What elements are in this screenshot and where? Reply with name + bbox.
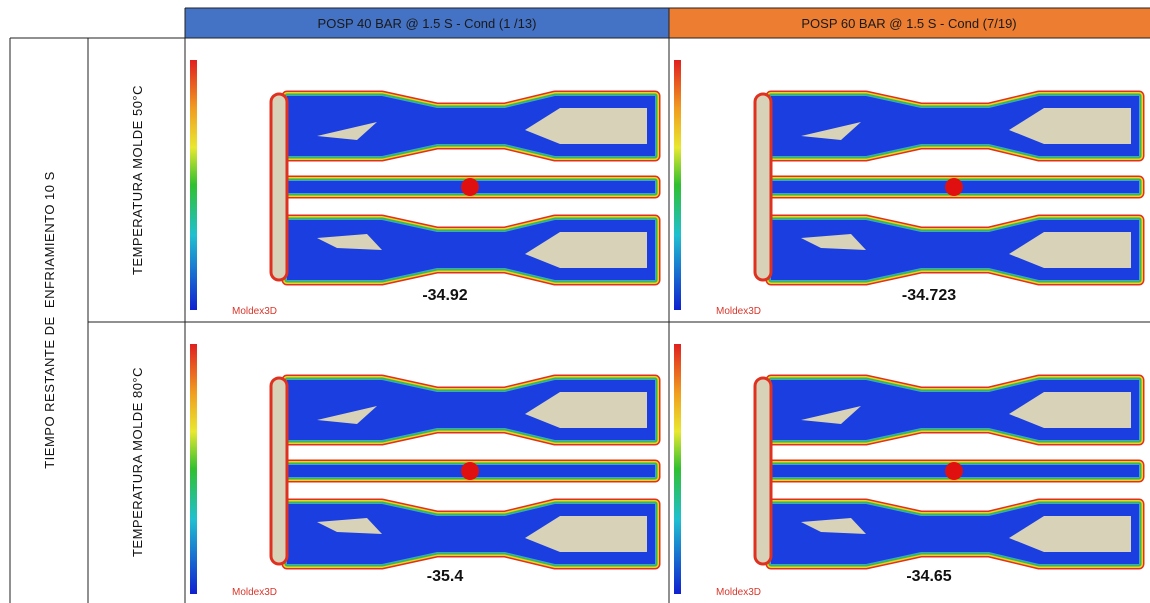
part-core <box>1009 516 1131 552</box>
simulation-panel: -35.4 Moldex3D <box>190 344 661 598</box>
result-value: -35.4 <box>427 568 464 585</box>
part-core <box>525 108 647 144</box>
simulation-panel: -34.65 Moldex3D <box>674 344 1145 598</box>
color-bar <box>190 60 197 310</box>
part-core <box>1009 392 1131 428</box>
injection-point <box>461 462 479 480</box>
result-value: -34.65 <box>906 568 951 585</box>
simulation-panel: -34.723 Moldex3D <box>674 60 1145 317</box>
color-bar <box>674 344 681 594</box>
gate <box>269 92 289 282</box>
gate <box>269 376 289 566</box>
result-value: -34.723 <box>902 287 956 304</box>
part-core <box>317 518 382 534</box>
logo: Moldex3D <box>716 306 761 317</box>
part-core <box>801 234 866 250</box>
logo: Moldex3D <box>716 587 761 598</box>
injection-point <box>945 178 963 196</box>
part-core <box>525 516 647 552</box>
part-core <box>1009 232 1131 268</box>
part-core <box>801 122 861 140</box>
group-label: TIEMPO RESTANTE DE ENFRIAMIENTO 10 S <box>42 171 57 469</box>
result-value: -34.92 <box>422 287 467 304</box>
part-core <box>1009 108 1131 144</box>
injection-point <box>945 462 963 480</box>
part-core <box>525 392 647 428</box>
gate <box>753 92 773 282</box>
row-label: TEMPERATURA MOLDE 50°C <box>130 85 145 275</box>
column-header: POSP 60 BAR @ 1.5 S - Cond (7/19) <box>801 16 1016 31</box>
header-cell <box>185 8 669 38</box>
table-grid <box>9 7 1150 603</box>
color-bar <box>674 60 681 310</box>
part-core <box>525 232 647 268</box>
part-core <box>801 518 866 534</box>
simulation-panel: -34.92 Moldex3D <box>190 60 661 317</box>
color-bar <box>190 344 197 594</box>
row-label: TEMPERATURA MOLDE 80°C <box>130 367 145 557</box>
part-core <box>317 406 377 424</box>
part-core <box>801 406 861 424</box>
part-core <box>317 122 377 140</box>
logo: Moldex3D <box>232 306 277 317</box>
gate <box>753 376 773 566</box>
header-cell <box>669 8 1150 38</box>
part-core <box>317 234 382 250</box>
column-header: POSP 40 BAR @ 1.5 S - Cond (1 /13) <box>318 16 537 31</box>
logo: Moldex3D <box>232 587 277 598</box>
injection-point <box>461 178 479 196</box>
